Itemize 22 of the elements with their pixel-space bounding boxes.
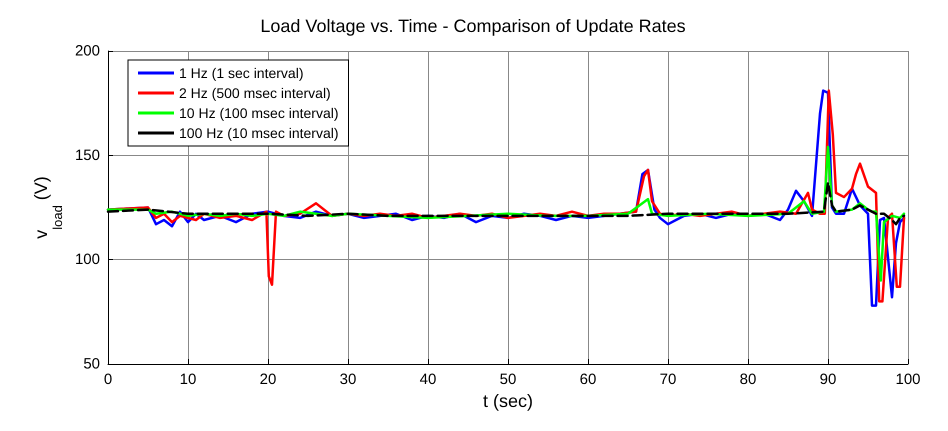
legend-label: 10 Hz (100 msec interval) xyxy=(179,105,339,121)
x-tick-label: 90 xyxy=(820,371,836,388)
legend-label: 2 Hz (500 msec interval) xyxy=(179,85,331,101)
y-tick-label: 150 xyxy=(74,146,100,164)
y-axis-title: vload (V) xyxy=(31,176,66,239)
x-tick-label: 100 xyxy=(895,371,921,388)
x-tick-label: 0 xyxy=(104,371,112,388)
x-tick-label: 20 xyxy=(260,371,276,388)
y-tick-label: 50 xyxy=(83,356,100,372)
chart-title: Load Voltage vs. Time - Comparison of Update Rates xyxy=(260,16,686,36)
x-tick-label: 10 xyxy=(180,371,196,388)
x-tick-label: 30 xyxy=(340,371,356,388)
x-axis-title: t (sec) xyxy=(482,390,534,411)
y-tick-label: 200 xyxy=(74,42,100,60)
legend-label: 100 Hz (10 msec interval) xyxy=(179,125,339,141)
x-tick-label: 60 xyxy=(580,371,596,388)
x-tick-label: 70 xyxy=(660,371,676,388)
y-tick-label: 100 xyxy=(74,251,100,268)
x-tick-label: 50 xyxy=(500,371,516,388)
x-tick-label: 80 xyxy=(740,371,756,388)
x-tick-label: 40 xyxy=(420,371,436,388)
legend-label: 1 Hz (1 sec interval) xyxy=(179,65,304,81)
